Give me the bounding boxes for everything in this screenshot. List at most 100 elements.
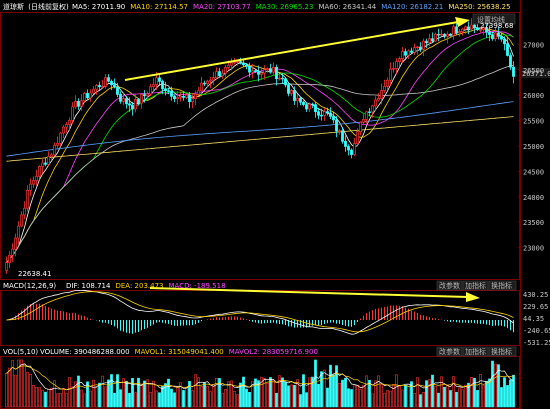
- macd-tick-label: 229.65: [523, 303, 548, 311]
- volume-bar: [320, 371, 323, 408]
- volume-bar: [179, 382, 182, 408]
- volume-bar: [299, 394, 302, 408]
- volume-bar: [191, 390, 194, 408]
- vol-change-params-button[interactable]: 改参数: [436, 346, 463, 357]
- volume-bar: [209, 391, 212, 408]
- volume-bar: [392, 384, 395, 408]
- vol-legend: VOL(5,10): [3, 348, 38, 356]
- candle-body: [449, 33, 452, 36]
- candle-body: [485, 27, 488, 33]
- candle-body: [494, 32, 497, 40]
- legend-item: MA10: 27114.57: [130, 3, 188, 11]
- volume-bar: [170, 388, 173, 408]
- volume-bar: [197, 377, 200, 408]
- y-tick-label: 25000: [523, 143, 544, 151]
- volume-bar: [182, 390, 185, 408]
- candle-body: [326, 111, 329, 114]
- volume-bar: [386, 390, 389, 408]
- candle-body: [503, 38, 506, 45]
- volume-bar: [257, 380, 260, 408]
- candle-body: [50, 154, 53, 157]
- volume-bar: [104, 386, 107, 408]
- candle-body: [98, 85, 101, 88]
- candle-body: [407, 50, 410, 56]
- volume-bar: [284, 381, 287, 408]
- ma-legend: MA5: 27011.90 MA10: 27114.57 MA20: 27103.7…: [72, 3, 511, 11]
- candle-body: [161, 81, 164, 90]
- volume-bar: [266, 382, 269, 408]
- volume-bar: [140, 384, 143, 408]
- volume-bar: [68, 377, 71, 408]
- legend-item: MA60: 26341.44: [318, 3, 376, 11]
- candle-body: [284, 78, 287, 86]
- candle-body: [290, 90, 293, 94]
- volume-bar: [116, 374, 119, 408]
- candle-body: [374, 99, 377, 107]
- macd-switch-indicator-button[interactable]: 换指标: [488, 280, 517, 291]
- volume-bar: [338, 383, 341, 408]
- legend-item: MAVOL2: 283059716.900: [229, 348, 318, 356]
- volume-bar: [50, 387, 53, 408]
- volume-bar: [26, 371, 29, 408]
- macd-change-params-button[interactable]: 改参数: [436, 280, 463, 291]
- volume-bar: [53, 380, 56, 408]
- volume-bar: [254, 378, 257, 408]
- candle-body: [164, 88, 167, 91]
- candle-body: [341, 130, 344, 142]
- candle-body: [41, 162, 44, 167]
- ma-settings-button[interactable]: 设置均线: [472, 13, 516, 25]
- volume-bar: [461, 389, 464, 408]
- volume-bar: [476, 390, 479, 408]
- candle-body: [476, 27, 479, 31]
- y-tick-label: 23500: [523, 219, 544, 227]
- volume-bar: [443, 386, 446, 408]
- volume-bar: [101, 375, 104, 408]
- volume-bar: [305, 392, 308, 408]
- vol-switch-indicator-button[interactable]: 换指标: [488, 346, 517, 357]
- candle-body: [17, 225, 20, 239]
- volume-bar: [353, 385, 356, 408]
- volume-bar: [8, 367, 11, 408]
- candle-body: [344, 140, 347, 147]
- candle-body: [146, 93, 149, 97]
- legend-item: MA20: 27103.77: [193, 3, 251, 11]
- candle-body: [38, 166, 41, 177]
- candle-body: [206, 80, 209, 85]
- volume-bar: [260, 376, 263, 408]
- candle-body: [113, 84, 116, 88]
- candle-body: [32, 180, 35, 185]
- volume-bar: [377, 375, 380, 408]
- candle-body: [68, 119, 71, 125]
- candle-body: [356, 131, 359, 144]
- vol-add-indicator-button[interactable]: 加指标: [462, 346, 489, 357]
- candle-body: [332, 116, 335, 121]
- volume-bar: [176, 386, 179, 408]
- volume-bar: [44, 391, 47, 408]
- candle-body: [419, 46, 422, 50]
- candle-body: [53, 144, 56, 156]
- volume-bar: [437, 392, 440, 408]
- candle-body: [176, 97, 179, 100]
- candle-body: [422, 40, 425, 50]
- candle-body: [119, 94, 122, 102]
- volume-bar: [293, 385, 296, 408]
- candle-body: [431, 38, 434, 42]
- candle-body: [239, 61, 242, 64]
- candle-body: [83, 93, 86, 102]
- volume-bar: [161, 385, 164, 408]
- candle-body: [80, 100, 83, 107]
- candle-body: [155, 77, 158, 85]
- kline-legend: 道琼斯 (日线前复权): [3, 2, 69, 11]
- macd-tick-label: 430.25: [523, 291, 548, 299]
- candle-body: [368, 111, 371, 114]
- legend-item: MACD: -189.518: [168, 282, 225, 290]
- volume-bar: [371, 393, 374, 408]
- last-price-tag: [521, 68, 550, 78]
- macd-add-indicator-button[interactable]: 加指标: [462, 280, 489, 291]
- candle-body: [20, 214, 23, 227]
- volume-bar: [509, 379, 512, 408]
- volume-bar: [110, 374, 113, 408]
- candle-body: [506, 43, 509, 56]
- candle-body: [107, 77, 110, 82]
